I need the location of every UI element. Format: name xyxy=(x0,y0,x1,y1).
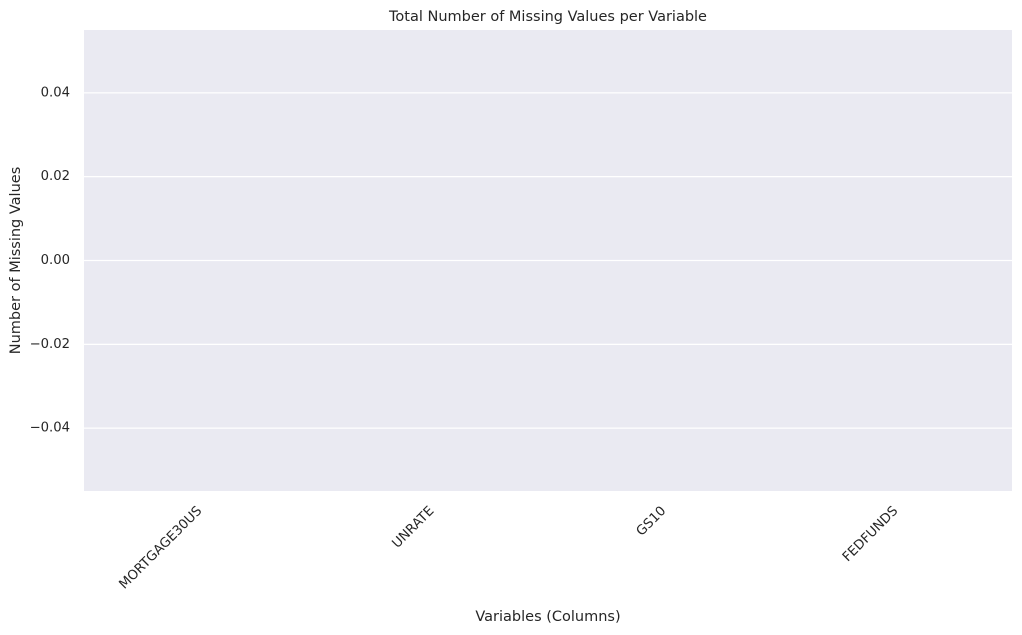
x-tick-label: GS10 xyxy=(634,504,670,540)
y-tick-label: 0.00 xyxy=(41,253,70,268)
chart-title: Total Number of Missing Values per Varia… xyxy=(388,9,707,25)
x-tick-label: UNRATE xyxy=(390,504,438,552)
y-tick-labels: 0.04 0.02 0.00 −0.02 −0.04 xyxy=(30,85,70,435)
y-tick-label: −0.04 xyxy=(30,421,70,436)
y-tick-label: 0.02 xyxy=(41,169,70,184)
y-axis-label: Number of Missing Values xyxy=(8,167,24,355)
x-axis-label: Variables (Columns) xyxy=(475,609,620,625)
y-gridlines xyxy=(84,92,1012,429)
y-tick-label: 0.04 xyxy=(41,85,70,100)
x-tick-label: MORTGAGE30US xyxy=(117,504,206,593)
x-tick-labels: MORTGAGE30US UNRATE GS10 FEDFUNDS xyxy=(117,504,902,593)
y-tick-label: −0.02 xyxy=(30,337,70,352)
x-tick-label: FEDFUNDS xyxy=(840,504,901,565)
